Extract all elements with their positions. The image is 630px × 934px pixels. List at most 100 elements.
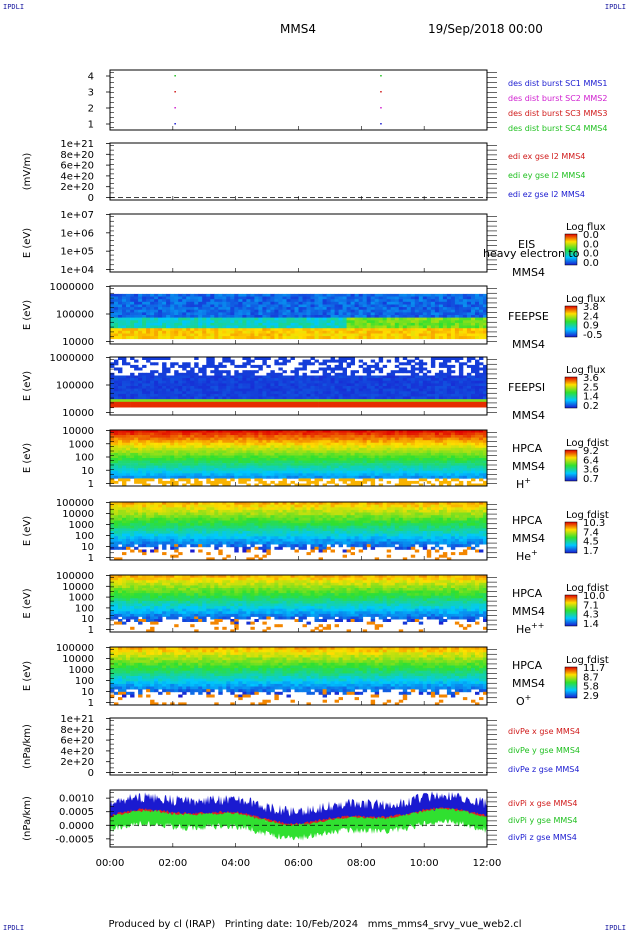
heatmap-cell: [130, 333, 135, 337]
heatmap-cell: [354, 317, 359, 321]
heatmap-cell: [158, 430, 163, 433]
heatmap-cell: [462, 330, 468, 334]
heatmap-cell: [194, 372, 199, 376]
heatmap-cell: [370, 380, 376, 384]
heatmap-cell: [290, 383, 295, 387]
heatmap-cell: [242, 330, 247, 334]
heatmap-cell: [226, 404, 231, 408]
heatmap-cell: [262, 325, 267, 329]
heatmap-cell: [314, 452, 319, 456]
heatmap-cell: [306, 296, 311, 300]
heatmap-cell: [354, 447, 359, 451]
heatmap-cell: [194, 447, 199, 451]
heatmap-cell: [322, 386, 327, 389]
heatmap-cell: [402, 447, 408, 451]
heatmap-cell: [122, 440, 127, 444]
heatmap-cell: [318, 447, 323, 451]
heatmap-cell: [230, 325, 235, 329]
heatmap-cell: [242, 317, 247, 321]
heatmap-cell: [118, 478, 123, 482]
heatmap-cell: [202, 460, 207, 464]
heatmap-cell: [210, 336, 215, 340]
heatmap-cell: [194, 375, 199, 379]
heatmap-cell: [294, 399, 299, 403]
heatmap-cell: [238, 470, 243, 474]
heatmap-cell: [242, 357, 247, 360]
heatmap-cell: [166, 293, 171, 297]
heatmap-cell: [202, 430, 207, 433]
heatmap-cell: [246, 393, 251, 397]
heatmap-cell: [226, 328, 231, 332]
heatmap-cell: [402, 463, 408, 466]
heatmap-cell: [254, 386, 259, 389]
heatmap-cell: [154, 388, 159, 392]
heatmap-cell: [358, 328, 364, 332]
heatmap-cell: [314, 470, 319, 474]
heatmap-cell: [326, 396, 331, 400]
heatmap-cell: [398, 432, 404, 436]
heatmap-cell: [210, 470, 215, 474]
heatmap-cell: [154, 315, 159, 318]
heatmap-cell: [366, 442, 372, 446]
heatmap-cell: [398, 325, 404, 329]
heatmap-cell: [282, 322, 287, 326]
heatmap-cell: [206, 317, 211, 321]
heatmap-cell: [282, 478, 287, 482]
heatmap-cell: [174, 463, 179, 466]
heatmap-cell: [314, 447, 319, 451]
heatmap-cell: [166, 336, 171, 340]
heatmap-cell: [326, 430, 331, 433]
heatmap-cell: [270, 432, 275, 436]
heatmap-cell: [471, 367, 476, 371]
heatmap-cell: [154, 463, 159, 466]
panel-feepse: Log flux3.82.40.9-0.5FEEPSEMMS4100001000…: [22, 282, 606, 351]
heatmap-cell: [114, 312, 119, 316]
heatmap-cell: [386, 475, 392, 479]
heatmap-cell: [110, 437, 115, 441]
heatmap-cell: [206, 432, 211, 436]
heatmap-cell: [226, 301, 231, 305]
y-tick-label: 10000: [62, 408, 94, 419]
heatmap-cell: [366, 432, 372, 436]
heatmap-cell: [326, 445, 331, 449]
heatmap-cell: [338, 293, 343, 297]
heatmap-cell: [310, 430, 315, 433]
heatmap-cell: [210, 437, 215, 441]
heatmap-cell: [234, 396, 239, 400]
heatmap-cell: [250, 463, 255, 466]
heatmap-cell: [354, 325, 359, 329]
heatmap-cell: [238, 299, 243, 303]
y-axis-label: (mV/m): [22, 153, 33, 191]
heatmap-cell: [466, 399, 472, 403]
heatmap-cell: [218, 393, 223, 397]
heatmap-cell: [290, 330, 295, 334]
heatmap-cell: [354, 307, 359, 311]
heatmap-cell: [386, 333, 392, 337]
heatmap-cell: [262, 315, 267, 318]
heatmap-cell: [406, 435, 412, 438]
heatmap-cell: [154, 370, 159, 374]
heatmap-cell: [362, 396, 368, 400]
heatmap-cell: [242, 301, 247, 305]
heatmap-cell: [150, 375, 155, 379]
heatmap-cell: [126, 450, 131, 454]
heatmap-cell: [414, 391, 420, 395]
heatmap-cell: [390, 333, 396, 337]
heatmap-cell: [282, 435, 287, 438]
heatmap-cell: [242, 460, 247, 464]
heatmap-cell: [258, 463, 263, 466]
heatmap-cell: [242, 380, 247, 384]
heatmap-cell: [242, 404, 247, 408]
heatmap-cell: [130, 304, 135, 308]
heatmap-cell: [322, 330, 327, 334]
heatmap-cell: [202, 312, 207, 316]
heatmap-cell: [114, 450, 119, 454]
heatmap-cell: [166, 393, 171, 397]
heatmap-cell: [158, 336, 163, 340]
heatmap-cell: [366, 330, 372, 334]
heatmap-cell: [394, 468, 400, 472]
heatmap-cell: [306, 478, 311, 482]
heatmap-cell: [250, 378, 255, 382]
heatmap-cell: [294, 483, 299, 487]
heatmap-cell: [298, 383, 303, 387]
